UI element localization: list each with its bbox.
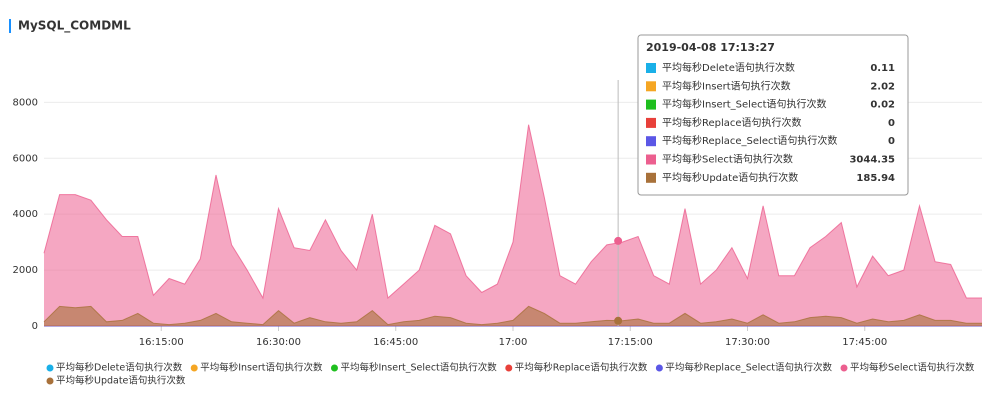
tooltip-value: 185.94 [856, 173, 895, 184]
legend-marker [840, 364, 848, 372]
legend-marker [46, 377, 54, 385]
x-tick-label: 17:00 [499, 337, 528, 348]
tooltip-value: 0.11 [870, 63, 895, 74]
x-tick-label: 17:15:00 [608, 337, 653, 348]
tooltip-swatch [646, 154, 656, 165]
series-area [44, 124, 982, 326]
tooltip-name: 平均每秒Delete语句执行次数 [662, 61, 795, 74]
y-tick-label: 8000 [13, 97, 38, 108]
legend-label: 平均每秒Delete语句执行次数 [56, 362, 183, 374]
x-tick-label: 16:30:00 [256, 337, 301, 348]
x-tick-label: 16:15:00 [139, 337, 184, 348]
legend-marker [190, 364, 198, 372]
x-tick-label: 17:45:00 [842, 337, 887, 348]
tooltip-name: 平均每秒Replace语句执行次数 [662, 116, 802, 129]
tooltip-point [614, 236, 623, 245]
legend-marker [505, 364, 513, 372]
legend-label: 平均每秒Select语句执行次数 [850, 362, 975, 374]
tooltip-swatch [646, 117, 656, 128]
tooltip-name: 平均每秒Replace_Select语句执行次数 [662, 134, 837, 147]
y-tick-label: 6000 [13, 153, 38, 164]
tooltip-swatch [646, 63, 656, 73]
tooltip-value: 2.02 [870, 81, 895, 92]
tooltip-name: 平均每秒Insert语句执行次数 [662, 79, 791, 92]
y-tick-label: 0 [32, 321, 38, 332]
x-tick-label: 16:45:00 [373, 337, 418, 348]
tooltip-value: 0.02 [870, 100, 895, 111]
chart-title: MySQL_COMDML [18, 19, 131, 34]
legend-marker [655, 364, 663, 372]
legend-marker [330, 364, 338, 372]
legend-label: 平均每秒Insert语句执行次数 [200, 362, 323, 374]
series-line [43, 124, 982, 300]
series-line [43, 305, 982, 326]
series-area [44, 306, 982, 326]
legend-label: 平均每秒Update语句执行次数 [56, 375, 186, 387]
tooltip-name: 平均每秒Insert_Select语句执行次数 [662, 98, 827, 111]
tooltip-title: 2019-04-08 17:13:27 [646, 41, 775, 54]
tooltip-swatch [646, 136, 656, 147]
tooltip-value: 0 [888, 136, 895, 147]
tooltip-swatch [646, 81, 656, 92]
tooltip-point [614, 316, 623, 325]
legend-label: 平均每秒Replace_Select语句执行次数 [665, 362, 832, 374]
legend-label: 平均每秒Insert_Select语句执行次数 [340, 362, 497, 374]
x-tick-label: 17:30:00 [725, 337, 770, 348]
legend-marker [46, 364, 54, 372]
tooltip-value: 0 [888, 118, 895, 129]
tooltip-name: 平均每秒Select语句执行次数 [662, 153, 793, 166]
y-tick-label: 2000 [13, 265, 38, 276]
tooltip-swatch [646, 172, 656, 183]
title-bar [9, 19, 11, 33]
y-tick-label: 4000 [13, 209, 38, 220]
tooltip-swatch [646, 99, 656, 110]
tooltip-box [637, 34, 909, 196]
tooltip-value: 3044.35 [849, 155, 895, 166]
tooltip-name: 平均每秒Update语句执行次数 [662, 171, 798, 184]
legend-label: 平均每秒Replace语句执行次数 [515, 362, 648, 374]
